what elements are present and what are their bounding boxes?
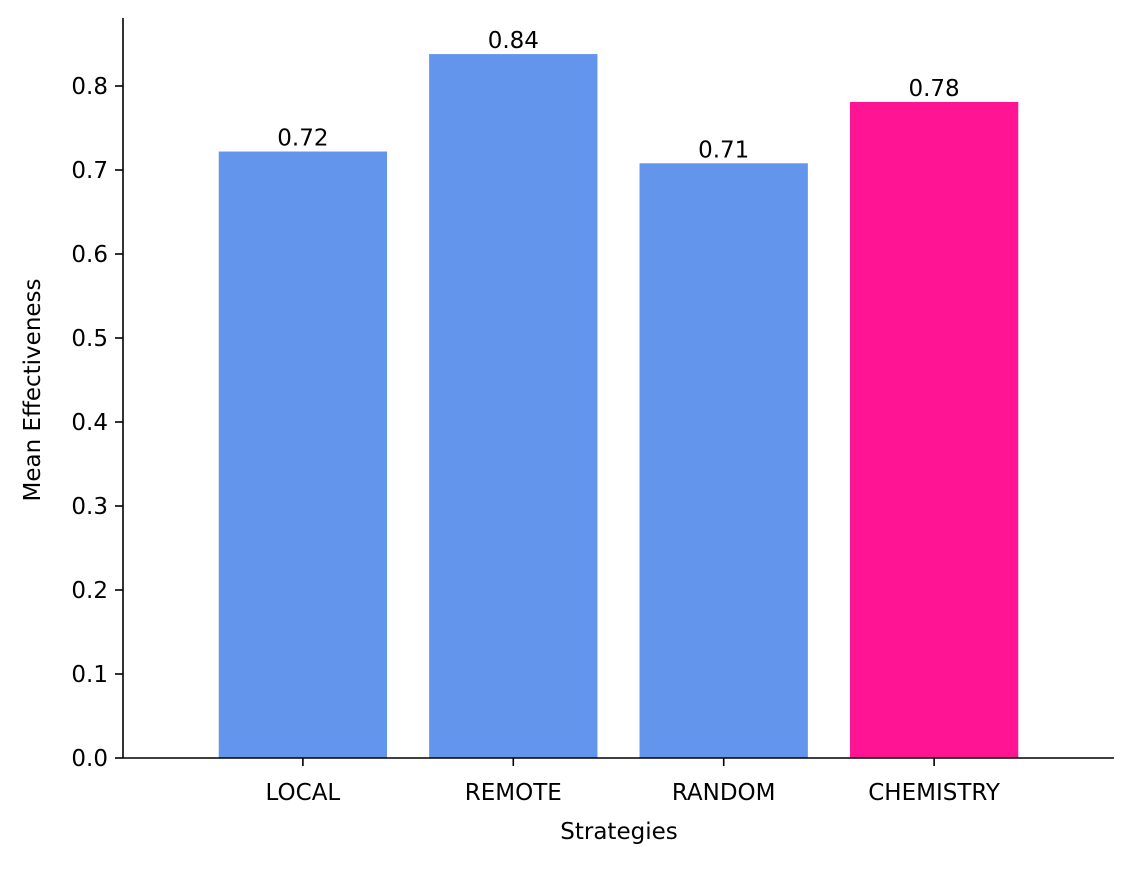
bar-local	[218, 151, 388, 758]
x-tick-label: RANDOM	[672, 780, 776, 806]
data-label: 0.84	[488, 28, 539, 54]
bar-chemistry	[849, 101, 1019, 758]
data-label: 0.78	[908, 76, 959, 102]
y-axis-label: Mean Effectiveness	[20, 278, 46, 501]
y-tick-label: 0.1	[71, 662, 108, 688]
y-tick-label: 0.3	[71, 494, 108, 520]
y-tick-label: 0.5	[71, 326, 108, 352]
y-tick-label: 0.8	[71, 74, 108, 100]
y-tick-label: 0.2	[71, 578, 108, 604]
y-tick-label: 0.4	[71, 410, 108, 436]
x-tick-label: REMOTE	[465, 780, 562, 806]
bar-remote	[429, 54, 598, 758]
y-tick-label: 0.7	[71, 158, 108, 184]
x-axis-label: Strategies	[560, 819, 677, 845]
y-tick-label: 0.6	[71, 242, 108, 268]
bar-random	[639, 163, 808, 758]
data-label: 0.72	[277, 126, 328, 152]
data-label: 0.71	[698, 137, 749, 163]
x-tick-label: CHEMISTRY	[868, 780, 1001, 806]
x-tick-label: LOCAL	[266, 780, 341, 806]
y-tick-label: 0.0	[71, 746, 108, 772]
